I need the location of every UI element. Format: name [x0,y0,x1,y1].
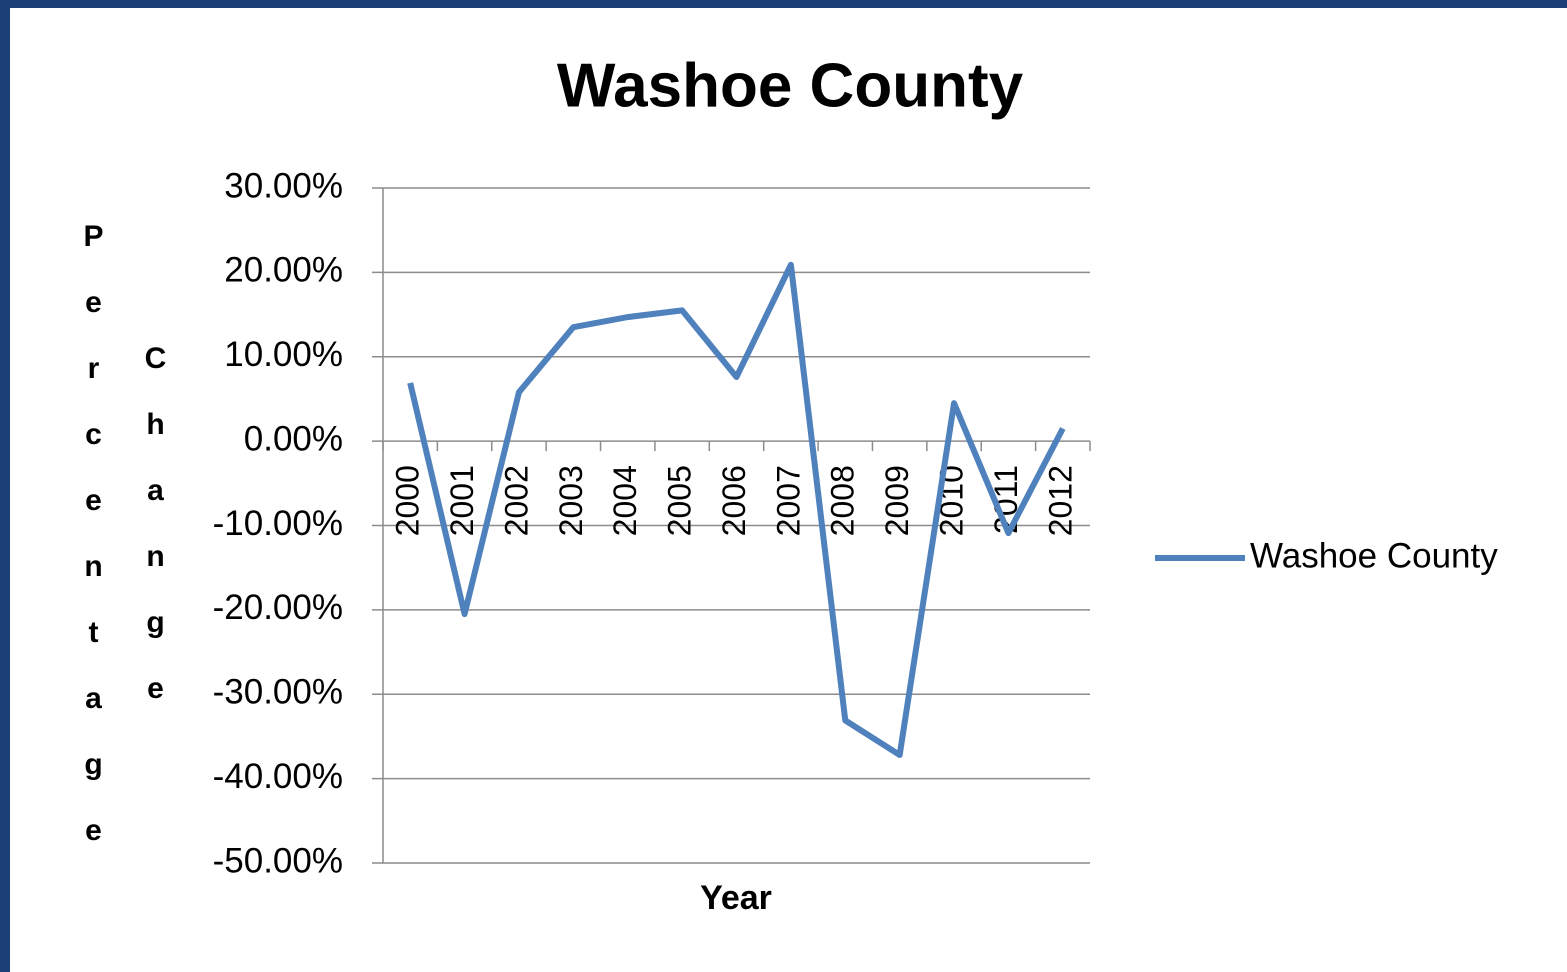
x-tick-label: 2007 [770,465,806,536]
y-tick-label: 0.00% [244,419,343,458]
x-tick-label: 2002 [498,465,534,536]
x-tick-label: 2008 [825,465,861,536]
x-tick-label: 2000 [390,465,426,536]
x-tick-label: 2003 [553,465,589,536]
x-tick-label: 2004 [607,465,643,536]
x-tick-label: 2001 [444,465,480,536]
y-tick-label: -30.00% [213,673,343,712]
series-line [407,261,1066,758]
chart-title: Washoe County [557,51,1024,120]
x-tick-label: 2009 [879,465,915,536]
x-tick-label: 2005 [662,465,698,536]
y-tick-label: -50.00% [213,841,343,880]
y-tick-label: -10.00% [213,504,343,543]
legend-label: Washoe County [1250,536,1498,575]
y-tick-label: 20.00% [224,251,343,290]
x-tick-label: 2006 [716,465,752,536]
panel [10,8,1567,972]
y-axis-label: Percentage Change [77,220,172,880]
x-axis-label: Year [700,879,772,917]
y-tick-label: -40.00% [213,757,343,796]
x-tick-label: 2012 [1042,465,1078,536]
y-tick-label: 30.00% [224,166,343,205]
y-tick-label: -20.00% [213,588,343,627]
y-tick-label: 10.00% [224,335,343,374]
